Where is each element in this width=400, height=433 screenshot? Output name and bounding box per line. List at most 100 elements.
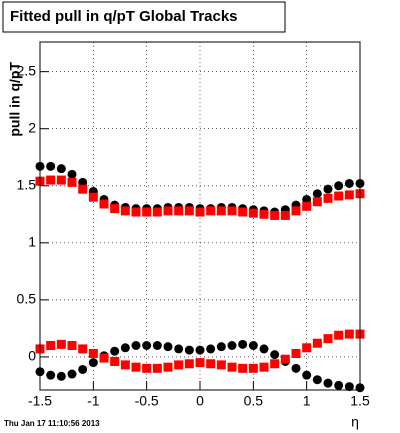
marker-circle (131, 341, 141, 351)
marker-square (206, 206, 216, 216)
y-tick-label: 0.5 (17, 291, 37, 307)
marker-square (152, 207, 162, 217)
marker-square (259, 362, 269, 372)
marker-square (259, 209, 269, 219)
marker-square (227, 206, 237, 216)
marker-circle (67, 169, 77, 179)
x-tick-label: -0.5 (135, 393, 159, 409)
marker-circle (344, 382, 354, 392)
marker-square (206, 359, 216, 369)
y-tick-label: 1.5 (17, 176, 37, 192)
footer-date: Thu Jan 17 11:10:56 2013 (4, 419, 100, 428)
marker-square (88, 192, 98, 202)
marker-square (120, 206, 130, 216)
marker-square (174, 206, 184, 216)
marker-square (78, 184, 88, 194)
marker-square (99, 353, 109, 363)
marker-circle (163, 342, 173, 352)
marker-circle (46, 370, 56, 380)
marker-circle (184, 345, 194, 355)
marker-square (238, 363, 248, 373)
x-tick-label: 1.5 (350, 393, 370, 409)
marker-square (291, 348, 301, 358)
marker-square (46, 175, 56, 185)
marker-circle (174, 344, 184, 354)
x-tick-label: 1 (303, 393, 311, 409)
marker-square (142, 363, 152, 373)
marker-square (270, 359, 280, 369)
marker-circle (270, 350, 280, 360)
marker-circle (312, 189, 322, 199)
marker-square (248, 208, 258, 218)
marker-square (110, 204, 120, 214)
marker-square (302, 201, 312, 211)
marker-square (152, 363, 162, 373)
marker-square (312, 338, 322, 348)
marker-circle (344, 178, 354, 188)
y-tick-label: 2.5 (17, 62, 37, 78)
marker-circle (195, 345, 205, 355)
marker-circle (302, 370, 312, 380)
marker-circle (323, 378, 333, 388)
marker-circle (78, 364, 88, 374)
marker-square (334, 330, 344, 340)
x-tick-label: -1 (87, 393, 100, 409)
marker-circle (67, 369, 77, 379)
marker-square (184, 359, 194, 369)
chart-title: Fitted pull in q/pT Global Tracks (10, 8, 238, 25)
marker-circle (206, 344, 216, 354)
marker-square (216, 206, 226, 216)
marker-square (323, 193, 333, 203)
marker-square (280, 210, 290, 220)
marker-square (227, 362, 237, 372)
marker-circle (259, 344, 269, 354)
marker-square (99, 199, 109, 209)
marker-square (291, 206, 301, 216)
marker-square (163, 362, 173, 372)
marker-square (131, 207, 141, 217)
marker-circle (110, 346, 120, 356)
marker-square (142, 207, 152, 217)
marker-square (344, 329, 354, 339)
marker-square (312, 197, 322, 207)
x-tick-label: 0 (196, 393, 204, 409)
marker-circle (291, 363, 301, 373)
x-tick-label: 0.5 (244, 393, 264, 409)
marker-square (238, 207, 248, 217)
frame (39, 41, 361, 391)
marker-circle (88, 358, 98, 368)
marker-square (46, 341, 56, 351)
marker-circle (334, 380, 344, 390)
y-tick-label: 1 (28, 234, 36, 250)
marker-square (67, 341, 77, 351)
marker-square (78, 344, 88, 354)
y-tick-label: 2 (28, 119, 36, 135)
plot-area: 0 0.5 1 1.5 2 2.5 -1.5 -1 -0.5 0 0.5 1 1.5 (17, 42, 370, 409)
marker-circle (152, 341, 162, 351)
marker-square (280, 354, 290, 364)
marker-square (344, 190, 354, 200)
marker-square (248, 363, 258, 373)
marker-square (56, 175, 66, 185)
y-tick-label: 0 (28, 348, 36, 364)
marker-square (120, 360, 130, 370)
marker-circle (78, 177, 88, 187)
marker-square (302, 343, 312, 353)
marker-circle (334, 181, 344, 191)
marker-square (110, 356, 120, 366)
marker-square (195, 207, 205, 217)
marker-circle (216, 342, 226, 352)
marker-circle (56, 371, 66, 381)
marker-square (67, 177, 77, 187)
marker-circle (56, 164, 66, 174)
marker-square (174, 360, 184, 370)
marker-circle (248, 341, 258, 351)
marker-square (56, 339, 66, 349)
x-axis-label: η (351, 414, 359, 430)
marker-square (195, 358, 205, 368)
marker-circle (302, 194, 312, 204)
marker-square (270, 210, 280, 220)
marker-square (163, 206, 173, 216)
marker-square (323, 334, 333, 344)
